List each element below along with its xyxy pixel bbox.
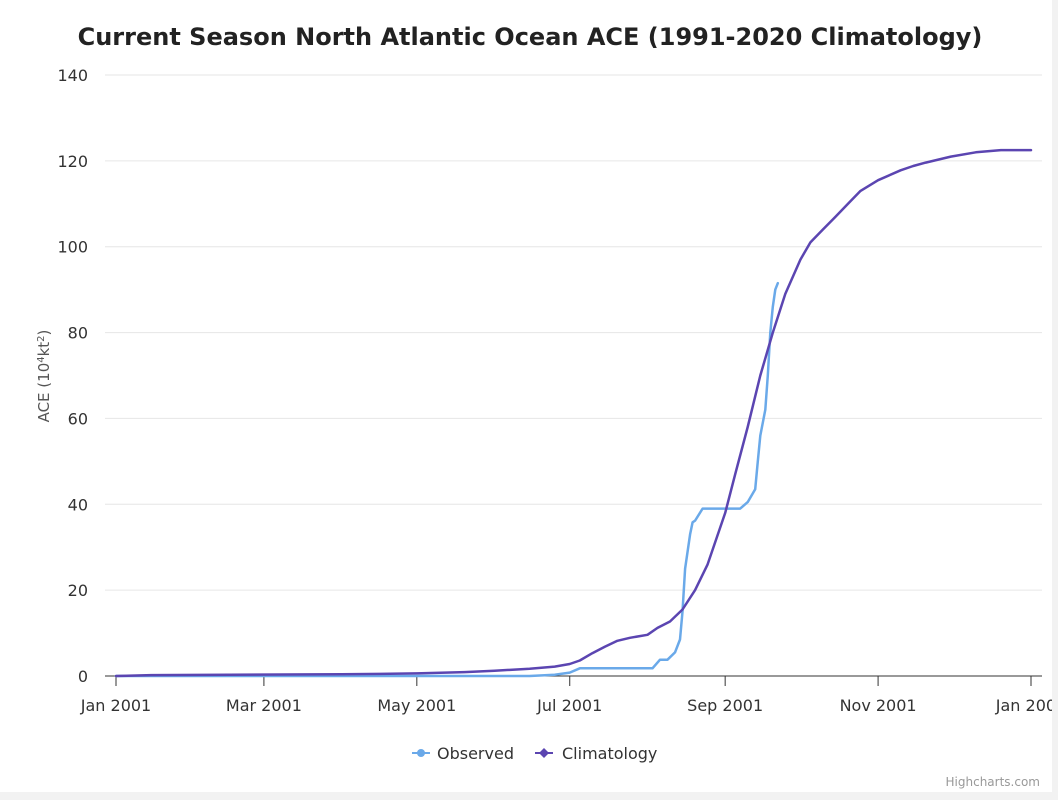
y-tick-label: 120 bbox=[57, 152, 88, 171]
series-line-observed[interactable] bbox=[114, 281, 780, 678]
y-tick-label: 40 bbox=[68, 495, 88, 514]
x-tick-label: Jul 2001 bbox=[536, 696, 602, 715]
legend-climatology-diamond-icon bbox=[539, 748, 549, 758]
series-lines bbox=[114, 148, 1033, 678]
x-tick-label: Sep 2001 bbox=[687, 696, 763, 715]
legend: Observed Climatology bbox=[412, 744, 657, 763]
y-tick-label: 20 bbox=[68, 581, 88, 600]
y-gridlines bbox=[105, 74, 1042, 591]
y-tick-label: 80 bbox=[68, 324, 88, 343]
legend-observed-label: Observed bbox=[437, 744, 514, 763]
series-line-climatology[interactable] bbox=[114, 148, 1033, 678]
y-axis-title-base: ACE (10 bbox=[35, 363, 53, 423]
chart-title: Current Season North Atlantic Ocean ACE … bbox=[78, 23, 983, 51]
x-tick-label: Mar 2001 bbox=[226, 696, 302, 715]
legend-item-climatology[interactable]: Climatology bbox=[535, 744, 657, 763]
y-tick-label: 60 bbox=[68, 409, 88, 428]
legend-observed-circle-icon bbox=[417, 749, 425, 757]
y-axis-title-mid: kt bbox=[35, 342, 53, 357]
credits-link[interactable]: Highcharts.com bbox=[946, 775, 1040, 789]
y-axis-title-sup2: 2 bbox=[36, 335, 47, 341]
x-tick-label: May 2001 bbox=[377, 696, 456, 715]
y-axis-title-sup1: 4 bbox=[36, 356, 47, 362]
legend-item-observed[interactable]: Observed bbox=[412, 744, 514, 763]
y-axis-title-end: ) bbox=[35, 330, 53, 336]
x-axis: Jan 2001 Mar 2001 May 2001 Jul 2001 Sep 2001… bbox=[80, 675, 1058, 715]
y-axis-title: ACE (104kt2) bbox=[35, 330, 53, 423]
x-tick-label: Nov 2001 bbox=[840, 696, 917, 715]
y-tick-label: 0 bbox=[78, 667, 88, 686]
x-tick-label: Jan 2002 bbox=[995, 696, 1052, 715]
x-tick-label: Jan 2001 bbox=[80, 696, 151, 715]
y-tick-label: 140 bbox=[57, 66, 88, 85]
y-tick-label: 100 bbox=[57, 238, 88, 257]
legend-climatology-label: Climatology bbox=[562, 744, 657, 763]
y-tick-labels: 0 20 40 60 80 100 120 140 bbox=[57, 66, 88, 686]
